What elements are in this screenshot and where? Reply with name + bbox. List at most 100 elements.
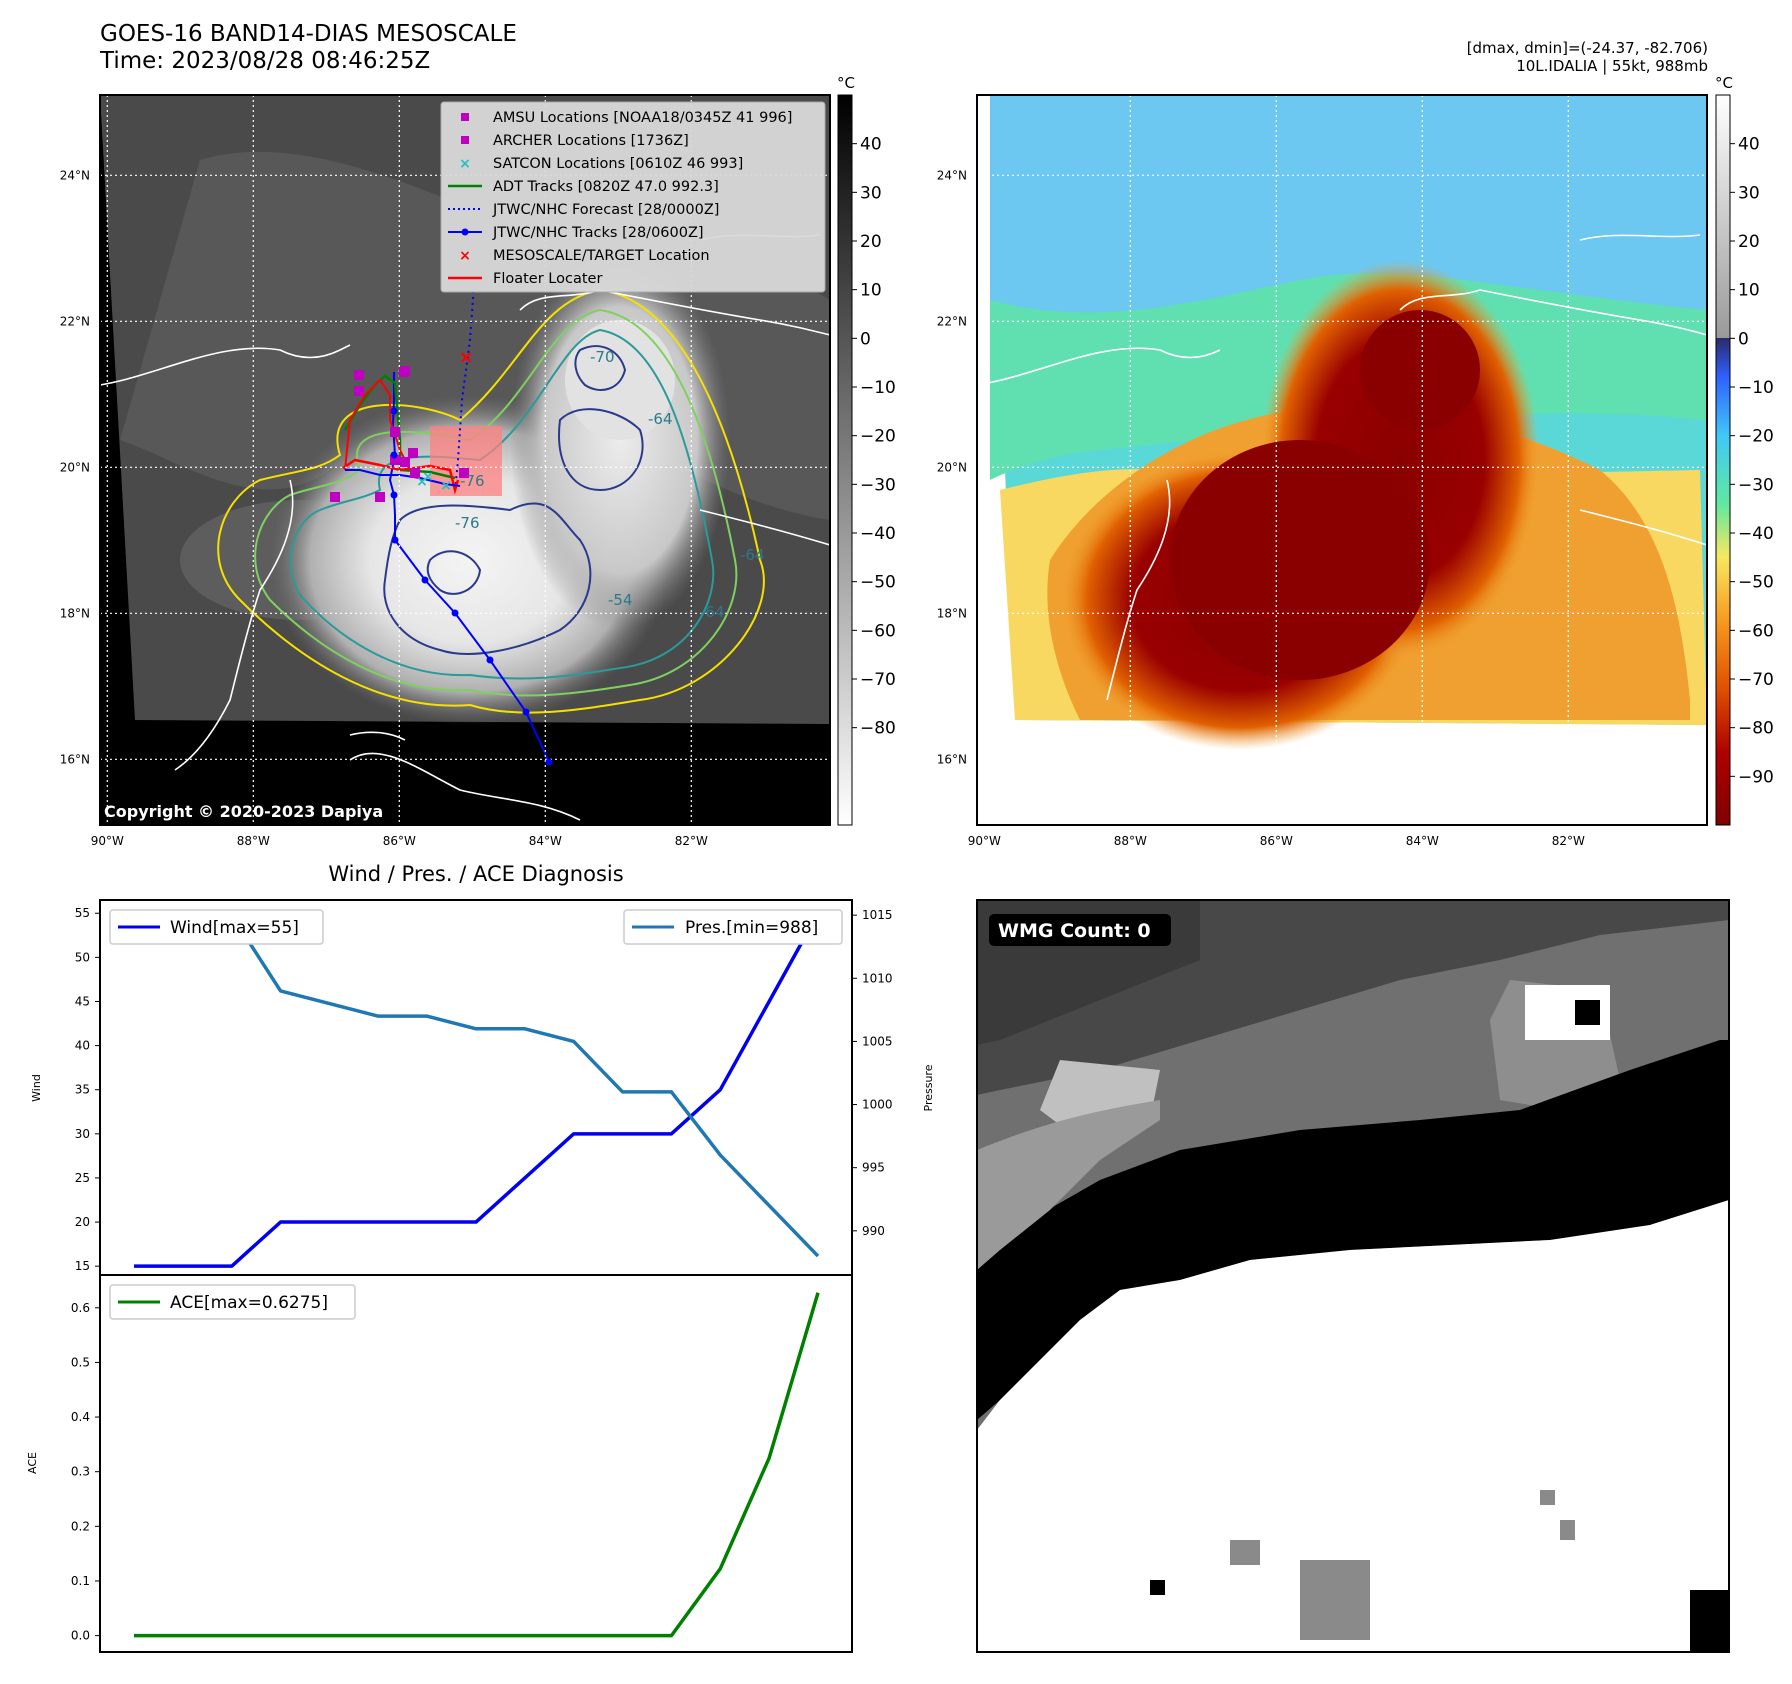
series-line [134,912,820,1268]
wind-tick-label: 20 [75,1215,90,1229]
map-legend-item: JTWC/NHC Forecast [28/0000Z] [448,202,719,218]
ir-map-frame [99,94,831,826]
gray-cbar-tick: −30 [860,475,896,495]
map-legend-label: SATCON Locations [0610Z 46 993] [493,156,743,172]
wind-tick-label: 55 [75,906,90,920]
gray-cbar-tick: −60 [860,621,896,641]
map-legend-item: × SATCON Locations [0610Z 46 993] [459,156,743,172]
wind-tick-label: 45 [75,994,90,1008]
amsu-marker [410,468,420,478]
lon-tick-label: 82°W [1552,834,1585,848]
storm-info: [dmax, dmin]=(-24.37, -82.706) 10L.IDALI… [1467,39,1708,75]
contour-label: -64 [740,546,765,564]
lat-tick-label: 20°N [937,460,967,474]
map-legend-label: ADT Tracks [0820Z 47.0 992.3] [493,179,719,195]
jtwc-track-point [451,609,459,617]
jtwc-track-point [522,708,530,716]
gray-cbar-tick: 10 [860,281,882,301]
copyright-text: Copyright © 2020-2023 Dapiya [104,802,383,821]
wind-legend-label: Wind[max=55] [170,918,299,938]
diag-ticks: 15 20 25 30 35 40 45 50 55 990 995 1000 1005 1010 1015… [71,906,893,1642]
gray-cbar-tick: 40 [860,135,882,155]
wmg-panel [977,900,1729,1652]
map-legend-label: AMSU Locations [NOAA18/0345Z 41 996] [493,110,792,126]
map-legend-label: JTWC/NHC Forecast [28/0000Z] [492,202,719,218]
jtwc-track-point [421,576,429,584]
diag-title: Wind / Pres. / ACE Diagnosis [328,862,623,886]
contour-label: -54 [608,591,633,609]
color-cbar-unit: °C [1715,74,1733,92]
satcon-marker: × [416,474,428,490]
amsu-marker [375,492,385,502]
satcon-marker: × [440,478,452,494]
gray-cbar-tick: −10 [860,378,896,398]
pres-tick-label: 990 [862,1224,885,1238]
wind-pres-axes [99,899,853,1276]
amsu-marker [390,455,400,465]
svg-text:×: × [459,248,471,264]
wmg-frame [976,899,1730,1653]
contour-label: -70 [590,348,615,366]
ace-tick-label: 0.4 [71,1410,90,1424]
lat-tick-label: 24°N [60,168,90,182]
map-legend-item: ADT Tracks [0820Z 47.0 992.3] [448,179,719,195]
wmg-count-label: WMG Count: 0 [998,920,1151,942]
lon-tick-label: 84°W [1406,834,1439,848]
ace-legend: ACE[max=0.6275] [109,1284,356,1320]
ace-tick-label: 0.3 [71,1465,90,1479]
gray-cbar-tick: −20 [860,427,896,447]
gray-colorbar: °C 40 30 20 10 0 −10 −20 −30 −40 −50 −60 −70 −80 [837,74,896,826]
amsu-marker [354,386,364,396]
wind-tick-label: 35 [75,1083,90,1097]
range-line: [dmax, dmin]=(-24.37, -82.706) [1466,39,1708,57]
color-cbar-tick: 40 [1738,135,1760,155]
jtwc-track-point [390,491,398,499]
figure-title: GOES-16 BAND14-DIAS MESOSCALE Time: 2023… [100,21,517,75]
series-line [134,1292,820,1638]
wind-tick-label: 15 [75,1259,90,1273]
lat-tick-label: 24°N [937,168,967,182]
svg-text:×: × [459,156,471,172]
color-cbar-tick: −70 [1738,670,1774,690]
lon-tick-label: 82°W [675,834,708,848]
pres-legend-label: Pres.[min=988] [685,918,818,938]
gray-cbar-tick: −80 [860,719,896,739]
lon-tick-label: 86°W [1260,834,1293,848]
map-legend-item: JTWC/NHC Tracks [28/0600Z] [448,225,704,241]
gray-cbar-tick: −70 [860,670,896,690]
lon-tick-label: 84°W [529,834,562,848]
lat-tick-label: 16°N [60,752,90,766]
map-legend-label: JTWC/NHC Tracks [28/0600Z] [492,225,704,241]
gray-cbar-tick: 0 [860,329,871,349]
amsu-marker [400,457,410,467]
contour-label: -64 [648,410,673,428]
lon-tick-label: 90°W [91,834,124,848]
color-cbar-tick: 10 [1738,281,1760,301]
track-markers: ×××× -70-76-64-64-54-76-64 [330,347,765,766]
gray-cbar-tick: 30 [860,183,882,203]
jtwc-track-point [390,407,398,415]
color-cbar-tick: −60 [1738,621,1774,641]
wind-tick-label: 50 [75,950,90,964]
map-legend-label: MESOSCALE/TARGET Location [493,248,710,264]
pres-tick-label: 1010 [862,971,893,985]
wind-tick-label: 25 [75,1171,90,1185]
lat-tick-label: 18°N [60,606,90,620]
color-cbar-tick: −50 [1738,573,1774,593]
color-cbar-tick: 30 [1738,183,1760,203]
map-legend-item: × MESOSCALE/TARGET Location [459,248,709,264]
satcon-marker: × [422,469,434,485]
pres-ylabel: Pressure [922,1064,935,1111]
color-cbar-tick: −90 [1738,767,1774,787]
gray-cbar-tick: −40 [860,524,896,544]
ace-tick-label: 0.5 [71,1355,90,1369]
lon-tick-label: 86°W [383,834,416,848]
color-cbar-tick: −80 [1738,719,1774,739]
contour-label: -76 [455,514,480,532]
color-cbar-tick: −10 [1738,378,1774,398]
color-cbar-tick: 0 [1738,329,1749,349]
wind-legend: Wind[max=55] [109,909,324,945]
ace-tick-label: 0.2 [71,1519,90,1533]
color-colorbar: °C 40 30 20 10 0 −10 −20 −30 −40 −50 −60 −70 −80 −90 [1715,74,1774,826]
wind-tick-label: 40 [75,1039,90,1053]
